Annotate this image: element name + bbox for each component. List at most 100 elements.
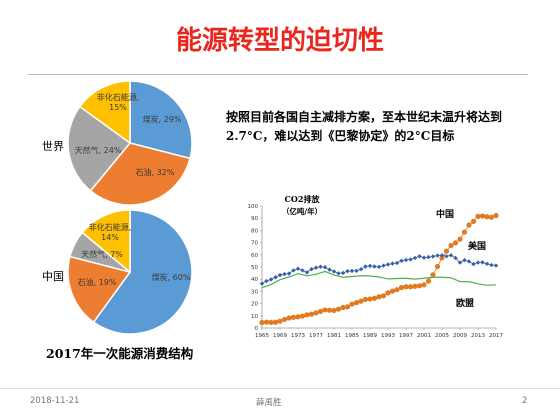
china-point <box>290 314 297 320</box>
title-divider <box>28 74 528 75</box>
x-tick-label: 1989 <box>363 333 377 339</box>
y-tick-label: 50 <box>251 265 258 271</box>
x-tick-label: 1973 <box>291 333 305 339</box>
china-point <box>389 288 396 294</box>
china-point <box>268 319 274 325</box>
us-point <box>439 253 445 258</box>
us-point <box>417 254 422 259</box>
y-axis-unit: （亿吨/年） <box>282 206 322 216</box>
china-pie-label-oil: 石油, 19% <box>78 277 117 287</box>
us-point <box>376 264 382 270</box>
china-point <box>277 318 283 324</box>
y-tick-label: 30 <box>251 289 258 295</box>
world-pie-label-coal: 煤炭, 29% <box>143 114 182 124</box>
world-pie-slice-oil <box>89 142 191 206</box>
us-point <box>291 268 296 273</box>
china-point <box>493 212 499 219</box>
y-tick-label: 0 <box>255 326 259 332</box>
y-tick-label: 70 <box>251 241 258 247</box>
y-tick-label: 80 <box>251 228 258 234</box>
world-pie-label-nonfossil: 非化石能源, 15% <box>97 92 140 112</box>
china-point <box>457 236 463 242</box>
x-tick-label: 1985 <box>345 333 359 339</box>
us-point <box>264 278 269 284</box>
us-point <box>381 263 386 268</box>
china-point <box>317 308 324 315</box>
x-tick-label: 1997 <box>399 333 413 339</box>
china-pie-label-nonfossil: 非化石能源, 14% <box>89 222 132 242</box>
us-point <box>453 255 458 261</box>
china-point <box>344 304 351 310</box>
china-point <box>484 214 490 220</box>
y-tick-label: 20 <box>251 302 258 308</box>
china-point <box>434 263 441 270</box>
us-point <box>426 254 431 260</box>
china-point <box>470 218 477 224</box>
us-point <box>430 254 436 259</box>
description-text: 按照目前各国自主减排方案，至本世纪末温升将达到2.7°C，难以达到《巴黎协定》的… <box>226 110 503 143</box>
china-point <box>340 304 346 311</box>
china-point <box>353 300 360 306</box>
us-point <box>331 269 337 274</box>
china-point <box>430 272 436 278</box>
us-point <box>403 257 409 263</box>
china-point <box>407 284 414 290</box>
china-point <box>331 307 337 314</box>
china-point <box>488 214 495 220</box>
world-pie-chart: 煤炭, 29% 石油, 32% 天然气, 24% 非化石能源, 15% <box>67 80 193 206</box>
us-point <box>358 266 364 272</box>
x-tick-label: 2013 <box>471 333 485 339</box>
us-point <box>273 275 278 280</box>
china-point <box>443 248 450 254</box>
china-point <box>286 315 292 321</box>
us-point <box>489 262 494 268</box>
us-point <box>475 260 481 265</box>
world-pie-slice-coal <box>129 80 193 160</box>
us-point <box>322 265 328 270</box>
china-point <box>335 306 342 312</box>
us-point <box>295 266 301 271</box>
china-point <box>281 316 288 323</box>
china-point <box>362 296 369 303</box>
us-point <box>394 260 400 266</box>
china-pie-label-coal: 煤炭, 60% <box>152 272 191 282</box>
slide-title: 能源转型的迫切性 <box>175 26 384 56</box>
y-tick-label: 10 <box>251 314 258 320</box>
x-tick-label: 1965 <box>255 333 269 339</box>
us-point <box>457 260 463 265</box>
china-pie-slice-oil <box>67 255 132 324</box>
china-point <box>439 255 445 261</box>
china-point <box>299 313 306 319</box>
us-point <box>345 268 350 274</box>
china-point <box>367 296 373 302</box>
x-tick-label: 1981 <box>327 333 341 339</box>
us-point <box>340 270 346 276</box>
y-tick-label: 60 <box>251 253 258 259</box>
china-point <box>322 307 328 313</box>
us-point <box>484 261 490 267</box>
us-point <box>462 257 467 263</box>
footer-page: 2 <box>522 396 528 406</box>
china-point <box>398 284 405 291</box>
china-point <box>385 290 391 296</box>
us-point <box>435 253 440 258</box>
china-point <box>452 240 459 246</box>
us-point <box>309 266 314 272</box>
us-point <box>282 271 287 277</box>
world-pie-slice-gas <box>67 105 132 192</box>
y-axis-title: CO2排放 <box>285 194 321 204</box>
footer-author: 薛禹胜 <box>256 398 282 408</box>
china-point <box>461 229 468 235</box>
us-point <box>385 262 391 267</box>
china-point <box>421 282 427 288</box>
us-point <box>336 271 341 276</box>
us-point <box>367 263 373 269</box>
x-tick-label: 2001 <box>417 333 431 339</box>
china-point <box>313 310 319 316</box>
y-tick-label: 40 <box>251 277 258 283</box>
china-point <box>349 301 355 307</box>
us-point <box>327 267 332 272</box>
china-point <box>358 298 364 304</box>
china-pie-label-gas: 天然气, 7% <box>81 249 123 259</box>
world-pie-label-oil: 石油, 32% <box>136 167 175 177</box>
